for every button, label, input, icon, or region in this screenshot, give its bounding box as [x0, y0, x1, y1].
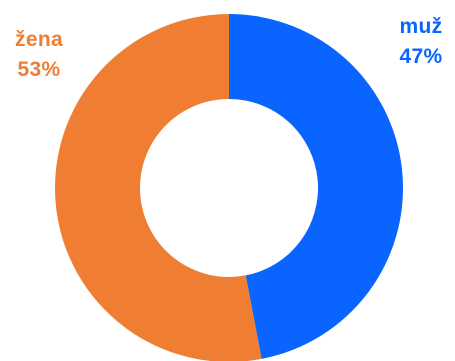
label-zena: žena 53% — [8, 25, 70, 85]
label-zena-name: žena — [15, 28, 63, 51]
label-zena-percent: 53% — [17, 58, 61, 81]
slice-muž — [229, 14, 403, 359]
label-muz-name: muž — [399, 15, 443, 38]
label-muz-percent: 47% — [399, 45, 443, 68]
label-muz: muž 47% — [391, 12, 451, 72]
slice-žena — [54, 14, 262, 361]
